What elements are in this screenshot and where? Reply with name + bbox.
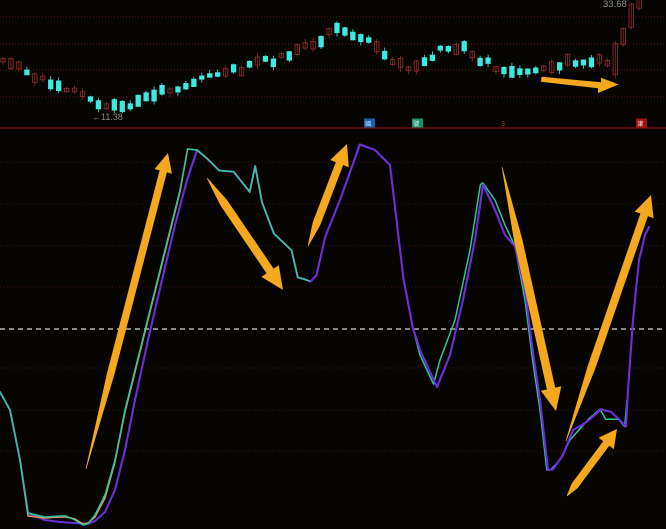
svg-text:3: 3 xyxy=(501,121,505,128)
svg-text:←11.38: ←11.38 xyxy=(92,112,123,122)
svg-text:33.68: 33.68 xyxy=(603,0,627,10)
svg-text:國: 國 xyxy=(365,121,371,128)
svg-text:號: 號 xyxy=(413,120,419,128)
svg-text:津: 津 xyxy=(637,121,643,128)
